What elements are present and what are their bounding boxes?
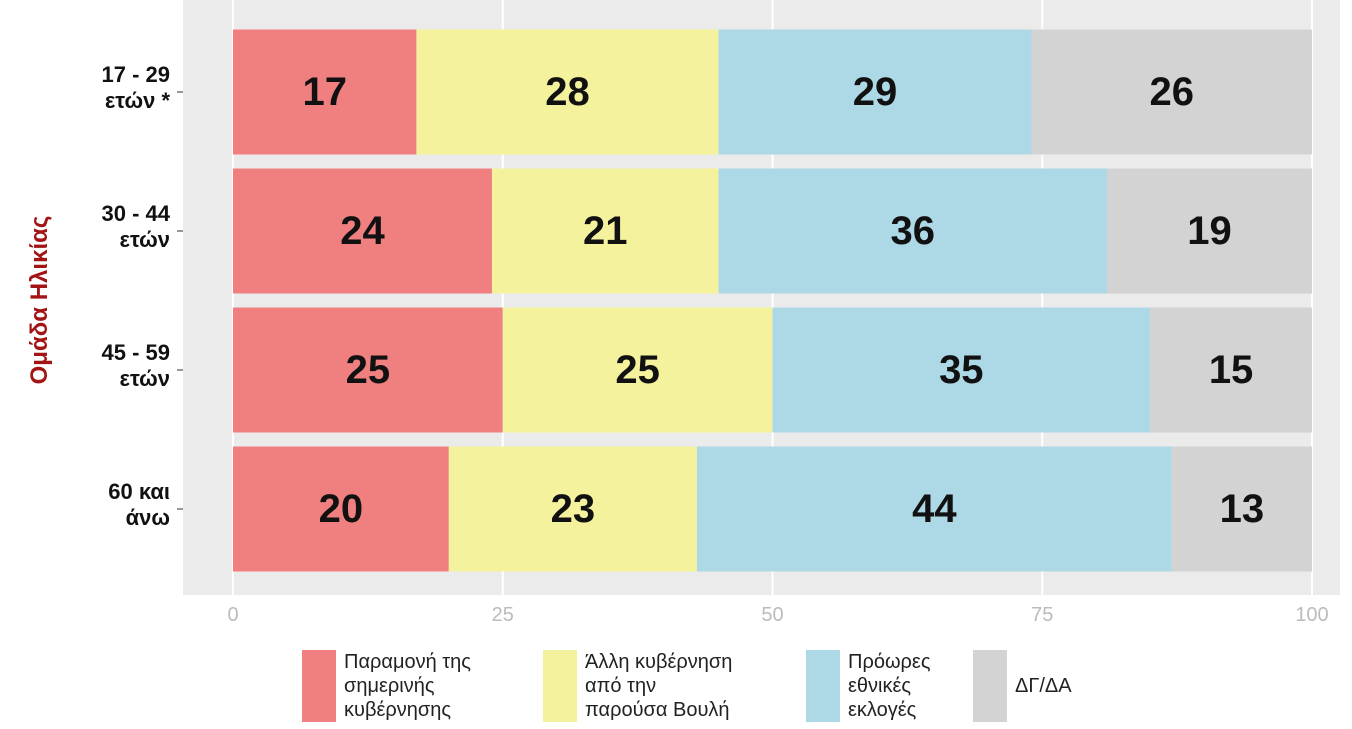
y-tick-label: 45 - 59 ετών [101, 340, 171, 391]
x-tick-label: 100 [1295, 604, 1328, 626]
bar-segment [1031, 29, 1312, 155]
legend-label: Άλλη κυβέρνηση από την παρούσα Βουλή [585, 651, 733, 721]
bar-segment [416, 29, 719, 155]
bar-segment [502, 307, 773, 433]
y-tick-label: 60 και άνω [108, 479, 170, 530]
data-label: 24 [340, 209, 385, 253]
legend-swatch [302, 650, 336, 722]
bar-segment [696, 446, 1172, 572]
legend-swatch [973, 650, 1007, 722]
bar-segment [1150, 307, 1312, 433]
data-label: 23 [551, 487, 596, 531]
legend-swatch [543, 650, 577, 722]
legend-label: Πρόωρες εθνικές εκλογές [848, 651, 931, 721]
bar-segment [718, 29, 1032, 155]
bar-segment [1106, 168, 1312, 294]
legend-swatch [806, 650, 840, 722]
legend-label: ΔΓ/ΔΑ [1015, 675, 1072, 697]
data-label: 13 [1220, 487, 1265, 531]
data-label: 25 [615, 348, 660, 392]
x-tick-label: 75 [1031, 604, 1053, 626]
y-tick-label: 30 - 44 ετών [101, 201, 171, 252]
data-label: 15 [1209, 348, 1254, 392]
x-tick-label: 50 [761, 604, 783, 626]
data-label: 17 [302, 70, 347, 114]
data-label: 35 [939, 348, 984, 392]
legend-label: Παραμονή της σημερινής κυβέρνησης [344, 651, 471, 721]
bar-segment [718, 168, 1107, 294]
bar-segment [233, 168, 492, 294]
bar-segment [448, 446, 697, 572]
bar-segment [772, 307, 1151, 433]
data-label: 44 [912, 487, 957, 531]
bar-segment [233, 29, 417, 155]
data-label: 28 [545, 70, 590, 114]
data-label: 29 [853, 70, 898, 114]
bar-segment [233, 446, 449, 572]
data-label: 20 [319, 487, 364, 531]
x-tick-label: 25 [492, 604, 514, 626]
data-label: 21 [583, 209, 628, 253]
bar-segment [1171, 446, 1312, 572]
bar-segment [233, 307, 503, 433]
bar-segment [491, 168, 719, 294]
data-label: 19 [1187, 209, 1232, 253]
data-label: 26 [1149, 70, 1194, 114]
data-label: 36 [891, 209, 936, 253]
y-tick-label: 17 - 29 ετών * [101, 62, 171, 113]
data-label: 25 [346, 348, 391, 392]
x-tick-label: 0 [227, 604, 238, 626]
